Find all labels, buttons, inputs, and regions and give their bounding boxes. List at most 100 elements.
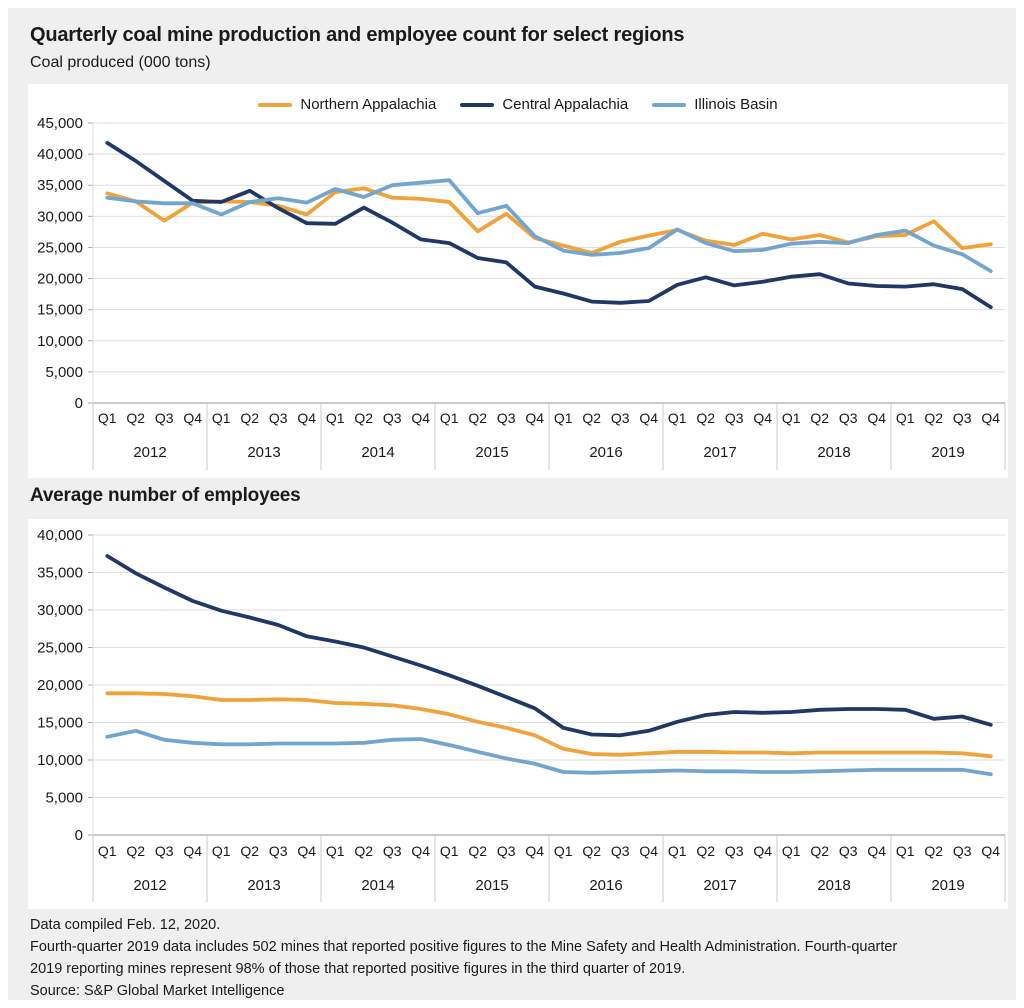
- svg-text:Q4: Q4: [753, 843, 772, 859]
- svg-text:Q3: Q3: [269, 843, 288, 859]
- illinois-basin-swatch: [652, 102, 687, 107]
- series-line-central-appalachia: [105, 141, 993, 310]
- svg-text:Q1: Q1: [896, 843, 915, 859]
- svg-text:2017: 2017: [703, 877, 736, 894]
- series-line-northern-appalachia: [105, 691, 993, 759]
- svg-text:2015: 2015: [475, 444, 508, 461]
- svg-text:2019: 2019: [931, 877, 964, 894]
- svg-text:Q4: Q4: [297, 410, 316, 426]
- svg-text:Q2: Q2: [924, 843, 943, 859]
- svg-text:Q1: Q1: [98, 410, 117, 426]
- svg-text:Q4: Q4: [525, 410, 544, 426]
- svg-text:Q1: Q1: [326, 843, 345, 859]
- coal-production-chart-svg: 0 5,000 10,000 15,000 20,000 25,000 30,000 35,0…: [37, 115, 1006, 470]
- footnote-line: Source: S&P Global Market Intelligence: [30, 983, 285, 999]
- svg-text:Q3: Q3: [497, 410, 516, 426]
- coal-production-panel: Northern Appalachia Central Appalachia I…: [28, 84, 1008, 478]
- svg-text:2015: 2015: [475, 877, 508, 894]
- svg-text:Q4: Q4: [981, 843, 1000, 859]
- svg-text:Q4: Q4: [753, 410, 772, 426]
- svg-text:Q2: Q2: [468, 410, 487, 426]
- svg-text:Q2: Q2: [126, 410, 145, 426]
- svg-text:Q3: Q3: [611, 410, 630, 426]
- svg-text:Q3: Q3: [725, 843, 744, 859]
- svg-text:Q4: Q4: [867, 410, 886, 426]
- legend-label: Northern Appalachia: [300, 96, 437, 113]
- chart-legend: Northern Appalachia Central Appalachia I…: [28, 96, 1008, 113]
- svg-text:Q1: Q1: [668, 843, 687, 859]
- svg-text:Q3: Q3: [953, 410, 972, 426]
- svg-text:2018: 2018: [817, 877, 850, 894]
- svg-text:Q1: Q1: [212, 410, 231, 426]
- svg-text:Q1: Q1: [98, 843, 117, 859]
- svg-text:Q4: Q4: [183, 843, 202, 859]
- legend-item-northern-appalachia: Northern Appalachia: [258, 96, 436, 113]
- svg-text:Q4: Q4: [639, 843, 658, 859]
- svg-text:Q3: Q3: [383, 410, 402, 426]
- svg-text:Q3: Q3: [725, 410, 744, 426]
- svg-text:2012: 2012: [133, 444, 166, 461]
- employee-count-panel: 0 5,000 10,000 15,000 20,000 25,000 30,000 35,0…: [28, 519, 1008, 909]
- svg-text:Q1: Q1: [896, 410, 915, 426]
- svg-text:Q4: Q4: [297, 843, 316, 859]
- svg-text:Q1: Q1: [326, 410, 345, 426]
- svg-text:10,000: 10,000: [37, 333, 83, 350]
- svg-text:Q2: Q2: [810, 843, 829, 859]
- legend-label: Central Appalachia: [502, 96, 629, 113]
- svg-text:5,000: 5,000: [45, 364, 83, 381]
- svg-text:2013: 2013: [247, 877, 280, 894]
- svg-text:Q2: Q2: [240, 843, 259, 859]
- svg-text:2016: 2016: [589, 444, 622, 461]
- svg-text:0: 0: [75, 827, 83, 844]
- svg-text:Q1: Q1: [440, 843, 459, 859]
- northern-appalachia-swatch: [258, 102, 293, 107]
- svg-text:2017: 2017: [703, 444, 736, 461]
- svg-text:Q1: Q1: [668, 410, 687, 426]
- svg-text:Q3: Q3: [611, 843, 630, 859]
- legend-item-illinois-basin: Illinois Basin: [652, 96, 778, 113]
- svg-text:Q1: Q1: [440, 410, 459, 426]
- svg-text:Q3: Q3: [269, 410, 288, 426]
- svg-text:Q2: Q2: [582, 843, 601, 859]
- footnotes: Data compiled Feb. 12, 2020. Fourth-quar…: [30, 914, 897, 1002]
- svg-text:Q4: Q4: [411, 843, 430, 859]
- svg-text:Q4: Q4: [525, 843, 544, 859]
- svg-text:2014: 2014: [361, 877, 394, 894]
- svg-text:Q1: Q1: [212, 843, 231, 859]
- svg-text:Q2: Q2: [468, 843, 487, 859]
- svg-text:Q2: Q2: [582, 410, 601, 426]
- svg-text:45,000: 45,000: [37, 115, 83, 132]
- svg-text:Q4: Q4: [867, 843, 886, 859]
- series-line-illinois-basin: [105, 728, 993, 777]
- svg-text:Q2: Q2: [240, 410, 259, 426]
- svg-text:40,000: 40,000: [37, 527, 83, 544]
- legend-item-central-appalachia: Central Appalachia: [460, 96, 628, 113]
- footnote-line: Fourth-quarter 2019 data includes 502 mi…: [30, 939, 898, 955]
- svg-text:Q4: Q4: [639, 410, 658, 426]
- section2-title: Average number of employees: [30, 485, 301, 506]
- svg-text:20,000: 20,000: [37, 677, 83, 694]
- svg-text:Q2: Q2: [810, 410, 829, 426]
- svg-text:Q4: Q4: [981, 410, 1000, 426]
- svg-text:30,000: 30,000: [37, 602, 83, 619]
- svg-text:2016: 2016: [589, 877, 622, 894]
- svg-text:Q2: Q2: [354, 843, 373, 859]
- series-line-central-appalachia: [105, 554, 993, 738]
- legend-label: Illinois Basin: [694, 96, 778, 113]
- svg-text:Q3: Q3: [953, 843, 972, 859]
- employee-count-chart: 0 5,000 10,000 15,000 20,000 25,000 30,000 35,0…: [28, 519, 1008, 909]
- coal-production-chart: 0 5,000 10,000 15,000 20,000 25,000 30,000 35,0…: [28, 84, 1008, 478]
- svg-text:2018: 2018: [817, 444, 850, 461]
- svg-text:Q3: Q3: [383, 843, 402, 859]
- svg-text:25,000: 25,000: [37, 640, 83, 657]
- svg-text:Q2: Q2: [696, 843, 715, 859]
- svg-text:15,000: 15,000: [37, 302, 83, 319]
- svg-text:Q3: Q3: [155, 410, 174, 426]
- svg-text:Q1: Q1: [782, 410, 801, 426]
- svg-text:2019: 2019: [931, 444, 964, 461]
- svg-text:Q3: Q3: [839, 843, 858, 859]
- svg-text:40,000: 40,000: [37, 146, 83, 163]
- svg-text:Q3: Q3: [839, 410, 858, 426]
- svg-text:10,000: 10,000: [37, 752, 83, 769]
- svg-text:2014: 2014: [361, 444, 394, 461]
